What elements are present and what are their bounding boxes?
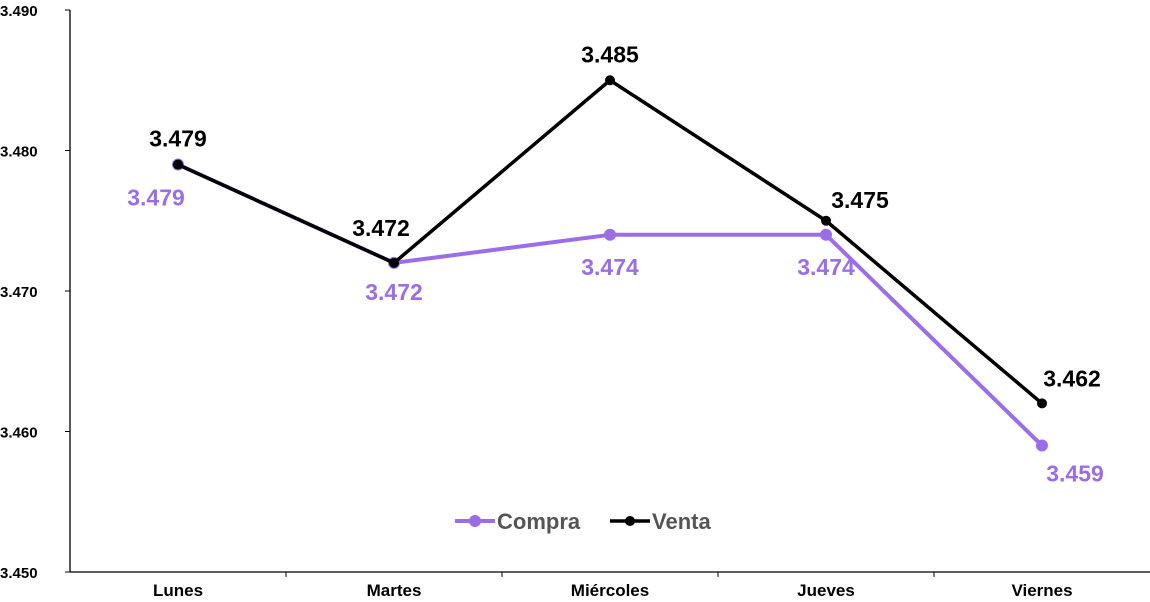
venta-data-label: 3.485: [581, 41, 639, 67]
compra-data-label: 3.459: [1046, 461, 1104, 487]
y-tick-label: 3.470: [0, 284, 38, 301]
legend-item-compra: Compra: [455, 509, 581, 534]
legend-label: Venta: [652, 509, 711, 534]
legend-swatch-marker: [625, 516, 635, 526]
x-tick-label: Jueves: [797, 581, 855, 600]
y-tick-label: 3.460: [0, 425, 38, 442]
legend-item-venta: Venta: [610, 509, 711, 534]
venta-data-label: 3.462: [1043, 365, 1101, 391]
venta-data-point: [173, 159, 183, 170]
legend-swatch-marker: [469, 515, 481, 527]
x-axis-tick-labels: Lunes Martes Miércoles Jueves Viernes: [153, 581, 1073, 600]
compra-data-label: 3.472: [365, 279, 423, 305]
compra-data-label: 3.474: [797, 254, 855, 280]
venta-data-point: [1037, 398, 1047, 409]
compra-data-point: [1036, 439, 1048, 452]
compra-data-label: 3.479: [127, 185, 185, 211]
y-tick-label: 3.450: [0, 565, 38, 582]
venta-data-label: 3.475: [831, 187, 889, 213]
data-labels-layer: 3.479 3.472 3.474 3.474 3.459 3.479 3.472 3.485…: [127, 41, 1104, 486]
y-axis-tick-labels: 3.450 3.460 3.470 3.480 3.490: [0, 3, 38, 582]
x-tick-label: Martes: [367, 581, 422, 600]
chart-axes: [65, 9, 1150, 577]
venta-data-point: [605, 75, 615, 86]
compra-data-point: [604, 228, 616, 241]
venta-data-point: [389, 257, 399, 268]
x-tick-label: Viernes: [1011, 581, 1072, 600]
venta-data-label: 3.479: [149, 126, 207, 152]
venta-series-line: [177, 78, 1044, 405]
compra-data-label: 3.474: [581, 254, 639, 280]
y-tick-label: 3.490: [0, 3, 38, 20]
x-tick-label: Lunes: [153, 581, 203, 600]
legend: Compra Venta: [455, 509, 711, 534]
series-layer: [172, 75, 1048, 452]
compra-series-line: [177, 162, 1044, 447]
venta-data-label: 3.472: [352, 215, 410, 241]
x-tick-label: Miércoles: [571, 581, 649, 600]
y-tick-label: 3.480: [0, 144, 38, 161]
legend-label: Compra: [497, 509, 581, 534]
venta-data-point: [821, 215, 831, 226]
compra-data-point: [820, 228, 832, 241]
